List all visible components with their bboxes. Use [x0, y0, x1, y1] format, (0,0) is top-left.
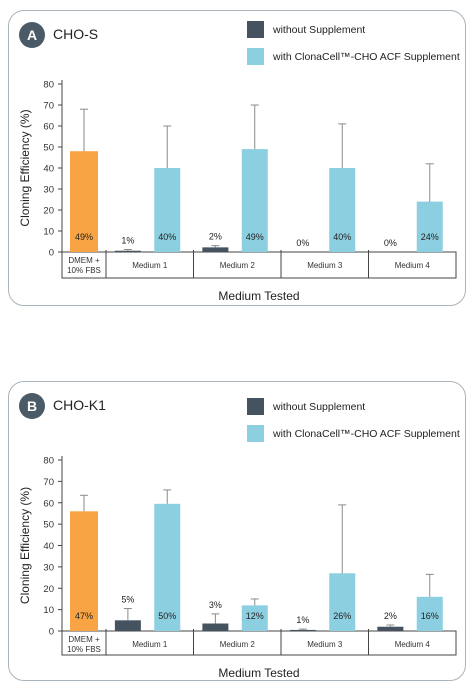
y-tick-label: 10	[43, 227, 54, 238]
bar-chart-b: 0 10 20 30 40 50 60 70 80 Cloning Efficiency (%) 4…	[18, 456, 457, 680]
data-label: 0%	[296, 238, 309, 248]
bar-with-supplement	[416, 201, 443, 252]
legend-item-with: with ClonaCell™-CHO ACF Supplement	[247, 48, 460, 65]
y-tick-label: 20	[43, 584, 54, 595]
y-tick-label: 10	[43, 605, 54, 616]
panel-title: CHO-K1	[53, 397, 106, 413]
category-label-control-line1: DMEM +	[68, 256, 100, 265]
y-tick-label: 70	[43, 477, 54, 488]
category-label-control-line1: DMEM +	[68, 635, 100, 644]
legend-label-with: with ClonaCell™-CHO ACF Supplement	[273, 427, 460, 440]
control-bar	[70, 511, 98, 631]
y-tick-label: 80	[43, 80, 54, 91]
legend-swatch-without	[247, 21, 264, 38]
chart-panel-b: B CHO-K1 without Supplement with ClonaCe…	[8, 381, 466, 681]
legend-swatch-with	[247, 425, 264, 442]
data-label: 5%	[121, 595, 134, 605]
category-label: Medium 4	[395, 261, 431, 270]
panel-badge: B	[19, 393, 45, 419]
category-label: Medium 3	[307, 640, 343, 649]
y-tick-label: 80	[43, 456, 54, 467]
data-label: 49%	[75, 232, 93, 242]
category-label-control-line2: 10% FBS	[67, 266, 101, 275]
y-tick-label: 60	[43, 122, 54, 133]
data-label: 3%	[209, 600, 222, 610]
data-label: 12%	[246, 611, 264, 621]
panel-title: CHO-S	[53, 26, 99, 42]
bar-with-supplement	[241, 605, 268, 631]
data-label: 2%	[384, 611, 397, 621]
bar-without-supplement	[377, 626, 404, 631]
bar-without-supplement	[114, 250, 141, 252]
chart-panel-a: A CHO-S without Supplement with ClonaCel…	[8, 10, 466, 306]
data-label: 26%	[333, 611, 351, 621]
legend-item-without: without Supplement	[247, 21, 365, 38]
x-axis-title: Medium Tested	[218, 289, 299, 303]
legend-label-with: with ClonaCell™-CHO ACF Supplement	[273, 50, 460, 63]
category-label: Medium 1	[132, 640, 168, 649]
y-tick-label: 30	[43, 562, 54, 573]
category-label: Medium 2	[220, 261, 256, 270]
y-tick-label: 20	[43, 206, 54, 217]
data-label: 16%	[421, 611, 439, 621]
data-label: 0%	[384, 238, 397, 248]
y-tick-label: 40	[43, 541, 54, 552]
category-label: Medium 4	[395, 640, 431, 649]
data-label: 47%	[75, 611, 93, 621]
y-axis-title: Cloning Efficiency (%)	[18, 109, 32, 226]
data-label: 50%	[158, 611, 176, 621]
legend-item-without: without Supplement	[247, 398, 365, 415]
bar-with-supplement	[329, 168, 356, 252]
category-label: Medium 2	[220, 640, 256, 649]
legend-label-without: without Supplement	[273, 400, 366, 413]
legend-item-with: with ClonaCell™-CHO ACF Supplement	[247, 425, 460, 442]
data-label: 40%	[333, 232, 351, 242]
data-label: 1%	[121, 235, 134, 245]
data-label: 49%	[246, 232, 264, 242]
bar-with-supplement	[241, 149, 268, 252]
bar-with-supplement	[329, 573, 356, 631]
data-label: 24%	[421, 232, 439, 242]
bar-without-supplement	[114, 620, 141, 631]
y-tick-label: 60	[43, 498, 54, 509]
x-axis-title: Medium Tested	[218, 666, 299, 680]
category-label: Medium 3	[307, 261, 343, 270]
legend-swatch-without	[247, 398, 264, 415]
y-tick-label: 0	[49, 627, 54, 638]
bar-chart-a: 0 10 20 30 40 50 60 70 80 Cloning Efficiency (%) 4…	[18, 80, 457, 303]
bar-with-supplement	[154, 503, 181, 631]
bar-without-supplement	[202, 623, 229, 631]
y-tick-label: 30	[43, 185, 54, 196]
legend-swatch-with	[247, 48, 264, 65]
data-label: 40%	[158, 232, 176, 242]
data-label: 1%	[296, 615, 309, 625]
y-tick-label: 50	[43, 520, 54, 531]
legend-label-without: without Supplement	[273, 23, 366, 36]
panel-badge: A	[19, 22, 45, 48]
bar-with-supplement	[154, 168, 181, 252]
control-bar	[70, 151, 98, 252]
bar-without-supplement	[289, 629, 316, 631]
y-tick-label: 0	[49, 248, 54, 259]
data-label: 2%	[209, 232, 222, 242]
bar-without-supplement	[202, 247, 229, 252]
category-label-control-line2: 10% FBS	[67, 645, 101, 654]
y-tick-label: 40	[43, 164, 54, 175]
y-tick-label: 70	[43, 101, 54, 112]
bar-with-supplement	[416, 596, 443, 631]
category-label: Medium 1	[132, 261, 168, 270]
y-axis-title: Cloning Efficiency (%)	[18, 487, 32, 604]
y-tick-label: 50	[43, 143, 54, 154]
